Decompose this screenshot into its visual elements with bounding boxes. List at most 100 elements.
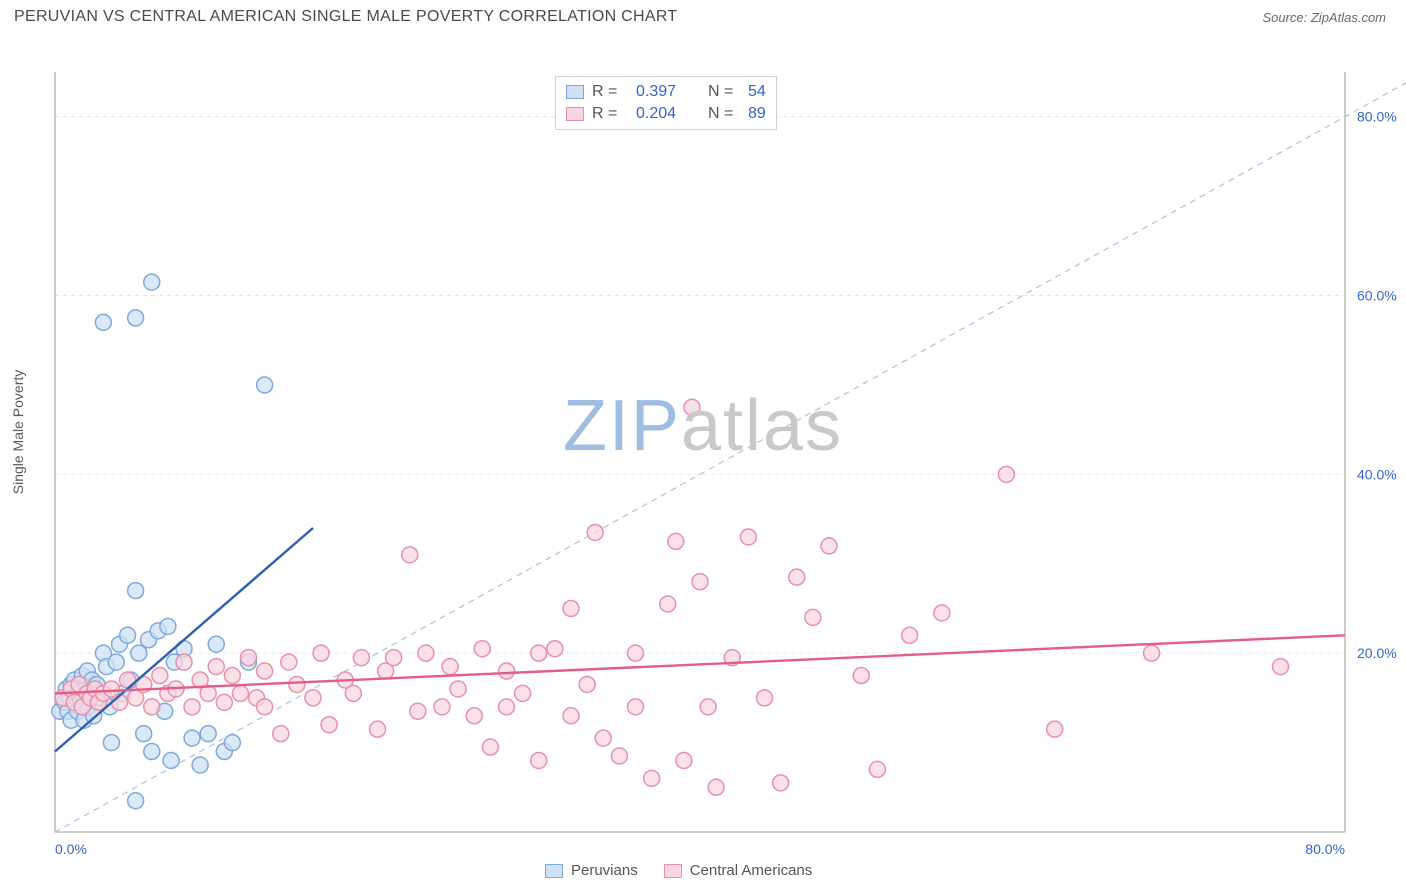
legend-r-label: R = — [592, 83, 628, 101]
scatter-point — [353, 650, 369, 666]
series-name: Peruvians — [571, 862, 638, 879]
scatter-point — [482, 739, 498, 755]
legend-r-label: R = — [592, 105, 628, 123]
scatter-point — [531, 645, 547, 661]
scatter-point — [708, 779, 724, 795]
scatter-point — [740, 529, 756, 545]
scatter-point — [128, 310, 144, 326]
scatter-point — [628, 645, 644, 661]
scatter-point — [934, 605, 950, 621]
scatter-point — [144, 744, 160, 760]
scatter-point — [547, 641, 563, 657]
scatter-point — [628, 699, 644, 715]
scatter-point — [531, 752, 547, 768]
scatter-point — [474, 641, 490, 657]
legend-n-label: N = — [708, 83, 740, 101]
chart-header: PERUVIAN VS CENTRAL AMERICAN SINGLE MALE… — [0, 0, 1406, 32]
scatter-point — [321, 717, 337, 733]
svg-text:60.0%: 60.0% — [1357, 288, 1397, 304]
scatter-point — [773, 775, 789, 791]
scatter-point — [192, 757, 208, 773]
scatter-point — [1047, 721, 1063, 737]
scatter-point — [144, 699, 160, 715]
scatter-point — [257, 663, 273, 679]
scatter-point — [789, 569, 805, 585]
scatter-point — [224, 668, 240, 684]
scatter-point — [434, 699, 450, 715]
legend-swatch-icon — [545, 864, 563, 878]
regression-line — [55, 528, 313, 752]
scatter-point — [998, 466, 1014, 482]
y-axis-label: Single Male Poverty — [10, 370, 26, 495]
scatter-point — [499, 699, 515, 715]
scatter-point — [95, 314, 111, 330]
scatter-point — [579, 676, 595, 692]
scatter-point — [442, 659, 458, 675]
scatter-point — [208, 636, 224, 652]
scatter-chart-svg: 20.0%40.0%60.0%80.0%0.0%80.0% — [0, 32, 1406, 894]
legend-row: R =0.204N =89 — [566, 103, 766, 125]
scatter-point — [853, 668, 869, 684]
scatter-point — [232, 685, 248, 701]
scatter-point — [595, 730, 611, 746]
series-legend: Peruvians Central Americans — [545, 862, 812, 879]
scatter-point — [660, 596, 676, 612]
scatter-point — [108, 654, 124, 670]
legend-r-value: 0.397 — [636, 83, 700, 101]
scatter-point — [103, 735, 119, 751]
scatter-point — [345, 685, 361, 701]
scatter-point — [128, 793, 144, 809]
series-legend-item: Peruvians — [545, 862, 638, 879]
scatter-point — [184, 699, 200, 715]
scatter-point — [821, 538, 837, 554]
scatter-point — [410, 703, 426, 719]
scatter-point — [386, 650, 402, 666]
scatter-point — [163, 752, 179, 768]
scatter-point — [281, 654, 297, 670]
legend-r-value: 0.204 — [636, 105, 700, 123]
scatter-point — [257, 377, 273, 393]
scatter-point — [450, 681, 466, 697]
scatter-point — [902, 627, 918, 643]
legend-n-value: 54 — [748, 83, 766, 101]
scatter-point — [313, 645, 329, 661]
scatter-point — [120, 627, 136, 643]
scatter-point — [136, 726, 152, 742]
legend-swatch-icon — [566, 107, 584, 121]
svg-text:80.0%: 80.0% — [1357, 109, 1397, 125]
scatter-point — [587, 524, 603, 540]
svg-text:0.0%: 0.0% — [55, 841, 87, 857]
scatter-point — [757, 690, 773, 706]
scatter-point — [208, 659, 224, 675]
scatter-point — [805, 609, 821, 625]
scatter-point — [644, 770, 660, 786]
svg-text:20.0%: 20.0% — [1357, 645, 1397, 661]
chart-title: PERUVIAN VS CENTRAL AMERICAN SINGLE MALE… — [14, 8, 678, 26]
scatter-point — [289, 676, 305, 692]
scatter-point — [273, 726, 289, 742]
scatter-point — [184, 730, 200, 746]
scatter-point — [466, 708, 482, 724]
scatter-point — [869, 761, 885, 777]
correlation-legend: R =0.397N =54R =0.204N =89 — [555, 76, 777, 130]
series-legend-item: Central Americans — [664, 862, 813, 879]
scatter-point — [176, 654, 192, 670]
scatter-point — [305, 690, 321, 706]
scatter-point — [402, 547, 418, 563]
scatter-point — [1273, 659, 1289, 675]
scatter-point — [216, 694, 232, 710]
legend-swatch-icon — [664, 864, 682, 878]
scatter-point — [128, 583, 144, 599]
scatter-point — [668, 533, 684, 549]
scatter-point — [684, 399, 700, 415]
scatter-point — [692, 574, 708, 590]
legend-swatch-icon — [566, 85, 584, 99]
scatter-point — [1144, 645, 1160, 661]
scatter-point — [241, 650, 257, 666]
chart-area: Single Male Poverty 20.0%40.0%60.0%80.0%… — [0, 32, 1406, 852]
scatter-point — [563, 708, 579, 724]
scatter-point — [700, 699, 716, 715]
scatter-point — [131, 645, 147, 661]
series-name: Central Americans — [690, 862, 813, 879]
scatter-point — [418, 645, 434, 661]
